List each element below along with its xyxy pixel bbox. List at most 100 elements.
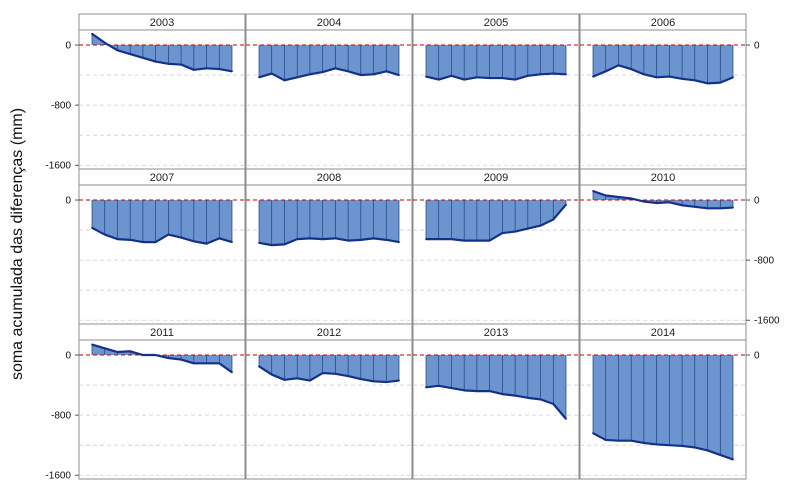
panel-title: 2011 — [150, 327, 174, 339]
axes-group: 0 -800 -1600 0 0 -800 -1600 0 0 -800 -1600 0 — [45, 41, 780, 482]
data-point — [283, 243, 286, 246]
data-point — [501, 77, 504, 79]
y-tick-label: 0 — [65, 196, 71, 207]
data-point — [359, 238, 362, 241]
data-point — [321, 238, 324, 240]
data-point — [258, 76, 260, 79]
data-point — [476, 76, 478, 79]
data-point — [270, 373, 273, 376]
panel-title: 2003 — [150, 17, 174, 29]
data-point — [706, 82, 709, 85]
data-point — [334, 237, 337, 240]
panel-2008: 2008 — [245, 168, 413, 325]
data-point — [205, 242, 208, 245]
data-point — [463, 239, 466, 242]
data-point — [617, 196, 620, 198]
data-point — [681, 77, 683, 80]
data-point — [488, 77, 491, 79]
panel-2012: 2012 — [245, 323, 413, 480]
y-tick-label: -1600 — [754, 316, 780, 327]
data-point — [539, 73, 542, 76]
panel-title: 2007 — [150, 172, 174, 184]
data-point — [643, 442, 645, 444]
data-point — [425, 238, 427, 240]
panel-title: 2012 — [317, 327, 341, 339]
data-point — [565, 203, 567, 206]
data-point — [309, 73, 311, 76]
series-line-2014 — [592, 432, 734, 461]
y-axis-row1-right: 0 — [746, 41, 760, 52]
data-point — [309, 237, 311, 240]
data-point — [270, 72, 273, 75]
data-point — [643, 200, 645, 203]
data-point — [231, 70, 233, 73]
data-point — [321, 71, 324, 73]
data-point — [425, 75, 427, 78]
panel-title: 2013 — [484, 327, 508, 339]
data-point — [334, 67, 337, 70]
data-point — [296, 377, 299, 380]
data-point — [668, 444, 671, 447]
panel-title: 2009 — [484, 172, 508, 184]
data-point — [514, 394, 516, 397]
data-point — [372, 237, 375, 240]
data-point — [592, 432, 594, 435]
data-point — [592, 75, 594, 78]
y-tick-label: 0 — [754, 196, 760, 207]
area-fill — [259, 200, 399, 246]
y-tick-label: -1600 — [45, 161, 71, 172]
y-tick-label: -800 — [754, 256, 774, 267]
data-point — [270, 244, 273, 247]
series-line-2012 — [258, 365, 400, 384]
data-point — [732, 206, 734, 209]
data-point — [668, 75, 671, 78]
data-point — [668, 201, 671, 204]
panel-2006: 2006 — [579, 13, 747, 170]
data-point — [347, 70, 349, 73]
series-line-2010 — [592, 189, 734, 210]
data-point — [526, 74, 529, 77]
data-point — [321, 372, 324, 374]
data-point — [103, 233, 106, 236]
data-point — [180, 236, 182, 239]
data-point — [385, 70, 388, 73]
data-point — [630, 439, 633, 442]
y-tick-label: -1600 — [45, 471, 71, 482]
data-point — [167, 233, 170, 236]
data-point — [205, 67, 208, 70]
data-point — [592, 190, 594, 192]
data-point — [450, 238, 453, 240]
data-point — [501, 232, 504, 234]
data-point — [359, 378, 362, 380]
panel-2013: 2013 — [412, 323, 580, 480]
area-fill — [259, 355, 399, 383]
data-point — [142, 241, 144, 244]
data-point — [218, 362, 221, 365]
series-line-2011 — [91, 343, 233, 374]
y-axis-row2-left: 0 — [65, 196, 79, 207]
data-point — [488, 239, 491, 242]
data-point — [450, 387, 453, 389]
panels-group: 2003 2004 2005 2006 2007 2008 2009 2010 2011 2012… — [78, 13, 747, 480]
data-point — [655, 443, 658, 446]
data-point — [719, 454, 722, 456]
y-tick-label: 0 — [65, 41, 71, 52]
data-point — [630, 197, 633, 200]
data-point — [116, 351, 119, 353]
data-point — [154, 354, 157, 356]
data-point — [539, 224, 542, 227]
data-point — [372, 380, 375, 383]
area-fill — [593, 191, 733, 209]
data-point — [180, 63, 182, 66]
series-line-2013 — [425, 384, 567, 420]
panel-title: 2005 — [484, 17, 508, 29]
data-point — [437, 78, 440, 81]
data-point — [142, 56, 144, 59]
panel-2011: 2011 — [78, 323, 246, 480]
data-point — [192, 240, 195, 243]
y-tick-label: 0 — [754, 351, 760, 362]
area-fill — [92, 33, 232, 72]
data-point — [129, 350, 132, 353]
series-line-2005 — [425, 72, 567, 81]
